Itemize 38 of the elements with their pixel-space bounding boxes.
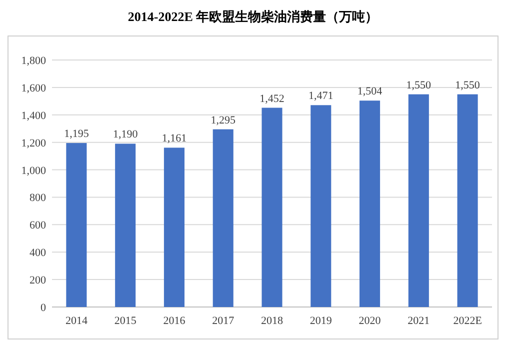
y-tick-label: 1,400	[21, 110, 46, 122]
bar	[164, 148, 184, 307]
y-tick-label: 1,200	[21, 137, 46, 150]
y-tick-label: 400	[30, 247, 46, 260]
bar	[457, 94, 478, 307]
data-label: 1,504	[357, 86, 383, 98]
y-tick-label: 200	[30, 274, 46, 287]
data-label: 1,550	[455, 79, 480, 92]
x-tick-label: 2014	[65, 315, 88, 327]
data-label: 1,295	[210, 114, 236, 126]
x-tick-label: 2022E	[453, 315, 482, 327]
y-tick-label: 800	[30, 192, 46, 204]
chart-title: 2014-2022E 年欧盟生物柴油消费量（万吨）	[128, 9, 378, 24]
data-label: 1,550	[406, 79, 432, 92]
data-label: 1,190	[112, 128, 138, 141]
x-tick-label: 2017	[212, 315, 235, 327]
bar	[115, 144, 136, 307]
bar	[310, 105, 332, 307]
y-tick-label: 1,600	[21, 82, 46, 94]
x-tick-label: 2018	[261, 315, 284, 327]
x-tick-label: 2020	[358, 315, 382, 327]
bar	[66, 143, 87, 307]
data-label: 1,471	[308, 90, 334, 102]
bar	[212, 129, 234, 307]
x-tick-label: 2021	[408, 315, 430, 327]
bar	[360, 100, 380, 307]
bar	[408, 94, 429, 307]
y-tick-label: 1,000	[21, 164, 46, 177]
x-tick-label: 2016	[163, 315, 186, 327]
x-tick-label: 2019	[310, 315, 332, 327]
bar	[262, 108, 282, 307]
data-label: 1,195	[64, 128, 90, 140]
data-label: 1,452	[260, 92, 284, 105]
x-tick-label: 2015	[114, 315, 137, 327]
y-tick-label: 0	[40, 302, 46, 314]
data-label: 1,161	[162, 132, 187, 145]
y-tick-label: 600	[30, 220, 46, 232]
y-tick-label: 1,800	[21, 55, 46, 67]
